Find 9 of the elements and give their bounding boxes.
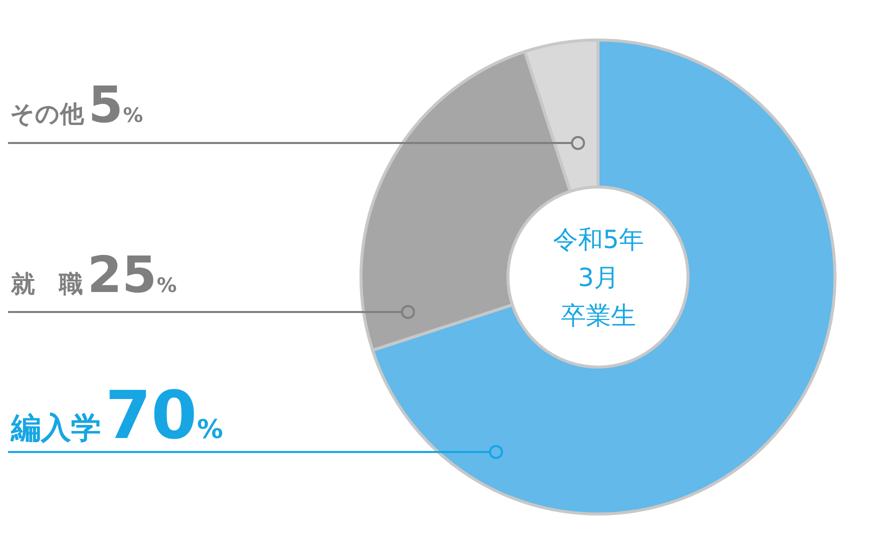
data-label: 5% — [88, 76, 144, 134]
data-label: 25% — [87, 246, 177, 304]
text: 卒業生 — [561, 301, 636, 330]
text: 令和5年 — [553, 225, 644, 254]
text: 3月 — [578, 263, 619, 292]
slice-label: 編入学 — [10, 411, 101, 446]
slice-label: 就 職 — [10, 270, 83, 298]
slice-label: その他 — [10, 100, 85, 128]
data-label: 70% — [105, 377, 224, 454]
